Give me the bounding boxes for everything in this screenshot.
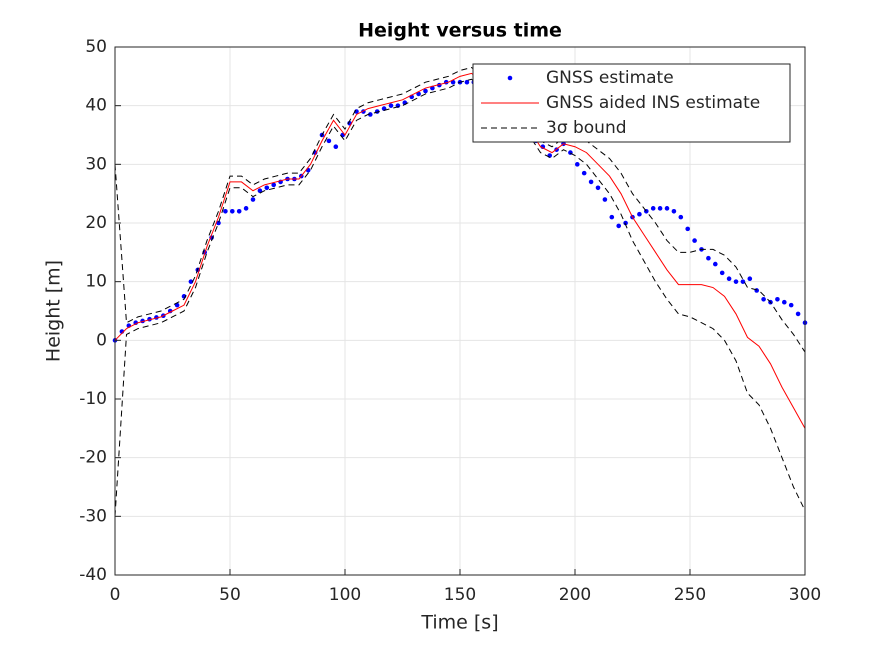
data-point: [650, 206, 656, 211]
y-tick-label: 0: [96, 330, 107, 350]
data-point: [174, 302, 180, 308]
series-line: [114, 78, 806, 517]
legend-label: GNSS aided INS estimate: [546, 93, 760, 113]
legend-label: 3σ bound: [546, 118, 627, 138]
x-tick-label: 0: [110, 585, 121, 605]
data-point: [719, 270, 725, 276]
data-point: [243, 206, 249, 211]
x-tick-label: 100: [329, 585, 361, 605]
data-point: [664, 206, 670, 211]
data-point: [236, 208, 242, 214]
data-point: [333, 144, 339, 150]
data-point: [250, 197, 256, 202]
data-point: [581, 170, 587, 176]
x-tick-label: 150: [444, 585, 476, 605]
data-point: [602, 197, 608, 202]
data-point: [685, 226, 690, 232]
series-line: [114, 66, 806, 353]
data-point: [692, 238, 697, 243]
data-point: [216, 220, 221, 226]
data-point: [264, 185, 270, 191]
data-point: [706, 255, 711, 261]
legend: GNSS estimate GNSS aided INS estimate 3σ b…: [472, 63, 791, 143]
data-point: [388, 103, 394, 108]
x-tick-label: 250: [674, 585, 706, 605]
y-tick-label: -10: [79, 389, 107, 409]
x-axis-label: Time [s]: [420, 612, 498, 634]
y-tick-label: 50: [85, 37, 107, 57]
legend-marker: [507, 75, 513, 81]
data-point: [623, 220, 628, 226]
data-point: [540, 144, 546, 150]
data-point: [788, 302, 794, 308]
data-point: [326, 138, 332, 144]
data-point: [588, 179, 594, 185]
data-point: [609, 214, 615, 220]
data-point: [416, 91, 421, 97]
data-point: [450, 79, 456, 85]
data-point: [713, 261, 718, 267]
data-point: [133, 320, 138, 326]
data-point: [167, 308, 173, 314]
y-tick-label: 10: [85, 272, 107, 292]
data-point: [671, 208, 677, 214]
data-point: [782, 299, 787, 305]
data-point: [188, 279, 194, 284]
data-point: [733, 279, 739, 284]
data-point: [575, 162, 580, 167]
data-point: [754, 288, 759, 293]
chart-title: Height versus time: [358, 20, 562, 42]
ticks: 0 50 100 150 200 250 300 -40 -30 -20 -10 0 10 20 30 40 5…: [79, 37, 821, 605]
data-point: [761, 296, 766, 302]
y-tick-label: 20: [85, 213, 107, 233]
y-axis-label: Height [m]: [43, 260, 65, 362]
data-point: [726, 276, 732, 282]
data-point: [223, 208, 228, 214]
y-tick-label: -40: [79, 565, 107, 585]
data-point: [747, 276, 753, 282]
data-point: [678, 214, 684, 220]
data-point: [616, 223, 621, 229]
series-line: [114, 72, 806, 429]
data-point: [637, 211, 642, 217]
data-point: [740, 279, 746, 284]
y-tick-label: 40: [85, 96, 107, 116]
data-point: [271, 182, 277, 188]
data-point: [230, 208, 235, 214]
x-tick-label: 300: [789, 585, 821, 605]
x-tick-label: 50: [219, 585, 241, 605]
data-point: [657, 206, 663, 211]
data-point: [423, 88, 428, 94]
data-point: [775, 296, 780, 302]
data-point: [368, 112, 373, 117]
data-point: [464, 79, 470, 85]
y-tick-label: -20: [79, 448, 107, 468]
x-tick-label: 200: [559, 585, 591, 605]
y-tick-label: -30: [79, 506, 107, 526]
y-tick-label: 30: [85, 154, 107, 174]
legend-label: GNSS estimate: [546, 68, 674, 88]
data-point: [795, 311, 801, 317]
data-point: [257, 188, 263, 194]
data-point: [595, 185, 601, 191]
